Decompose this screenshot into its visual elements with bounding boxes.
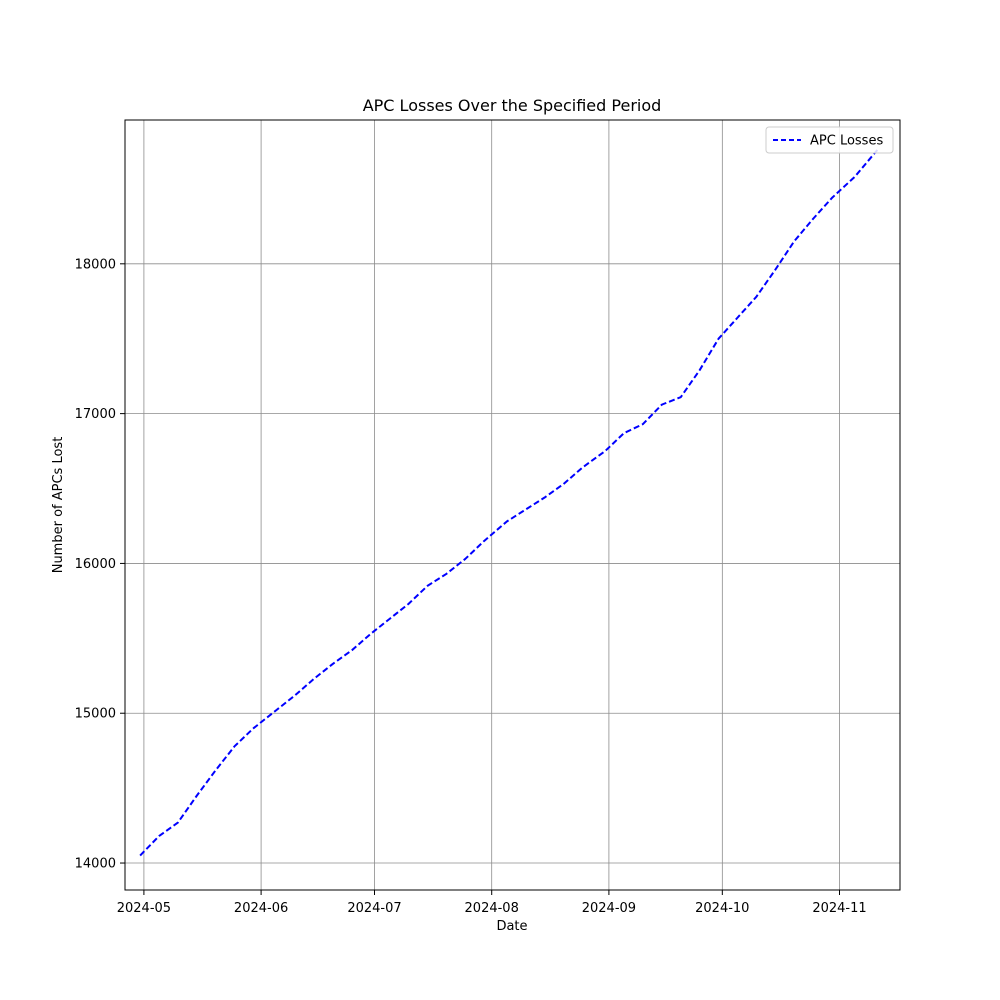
grid-lines (125, 120, 900, 890)
x-tick-label: 2024-07 (347, 901, 401, 916)
legend: APC Losses (765, 126, 894, 154)
y-tick-label: 18000 (75, 257, 116, 272)
legend-label-apc-losses: APC Losses (810, 134, 883, 149)
chart-title: APC Losses Over the Specified Period (363, 96, 662, 115)
legend-box (765, 126, 894, 154)
x-tick-label: 2024-05 (117, 901, 171, 916)
x-tick-label: 2024-06 (234, 901, 288, 916)
series-line-apc-losses (139, 149, 879, 857)
y-tick-label: 16000 (75, 557, 116, 572)
plot-frame (124, 119, 901, 891)
y-tick-label: 15000 (75, 707, 116, 722)
x-tick-label: 2024-10 (695, 901, 749, 916)
ticks: 2024-05 2024-06 2024-07 2024-08 2024-09 2024-… (75, 257, 867, 916)
x-tick-label: 2024-08 (465, 901, 519, 916)
y-tick-label: 14000 (75, 857, 116, 872)
x-axis-label: Date (496, 919, 527, 934)
y-axis-label: Number of APCs Lost (51, 437, 66, 574)
series-layer (139, 149, 879, 857)
x-tick-label: 2024-11 (812, 901, 866, 916)
x-tick-label: 2024-09 (582, 901, 636, 916)
y-tick-label: 17000 (75, 407, 116, 422)
